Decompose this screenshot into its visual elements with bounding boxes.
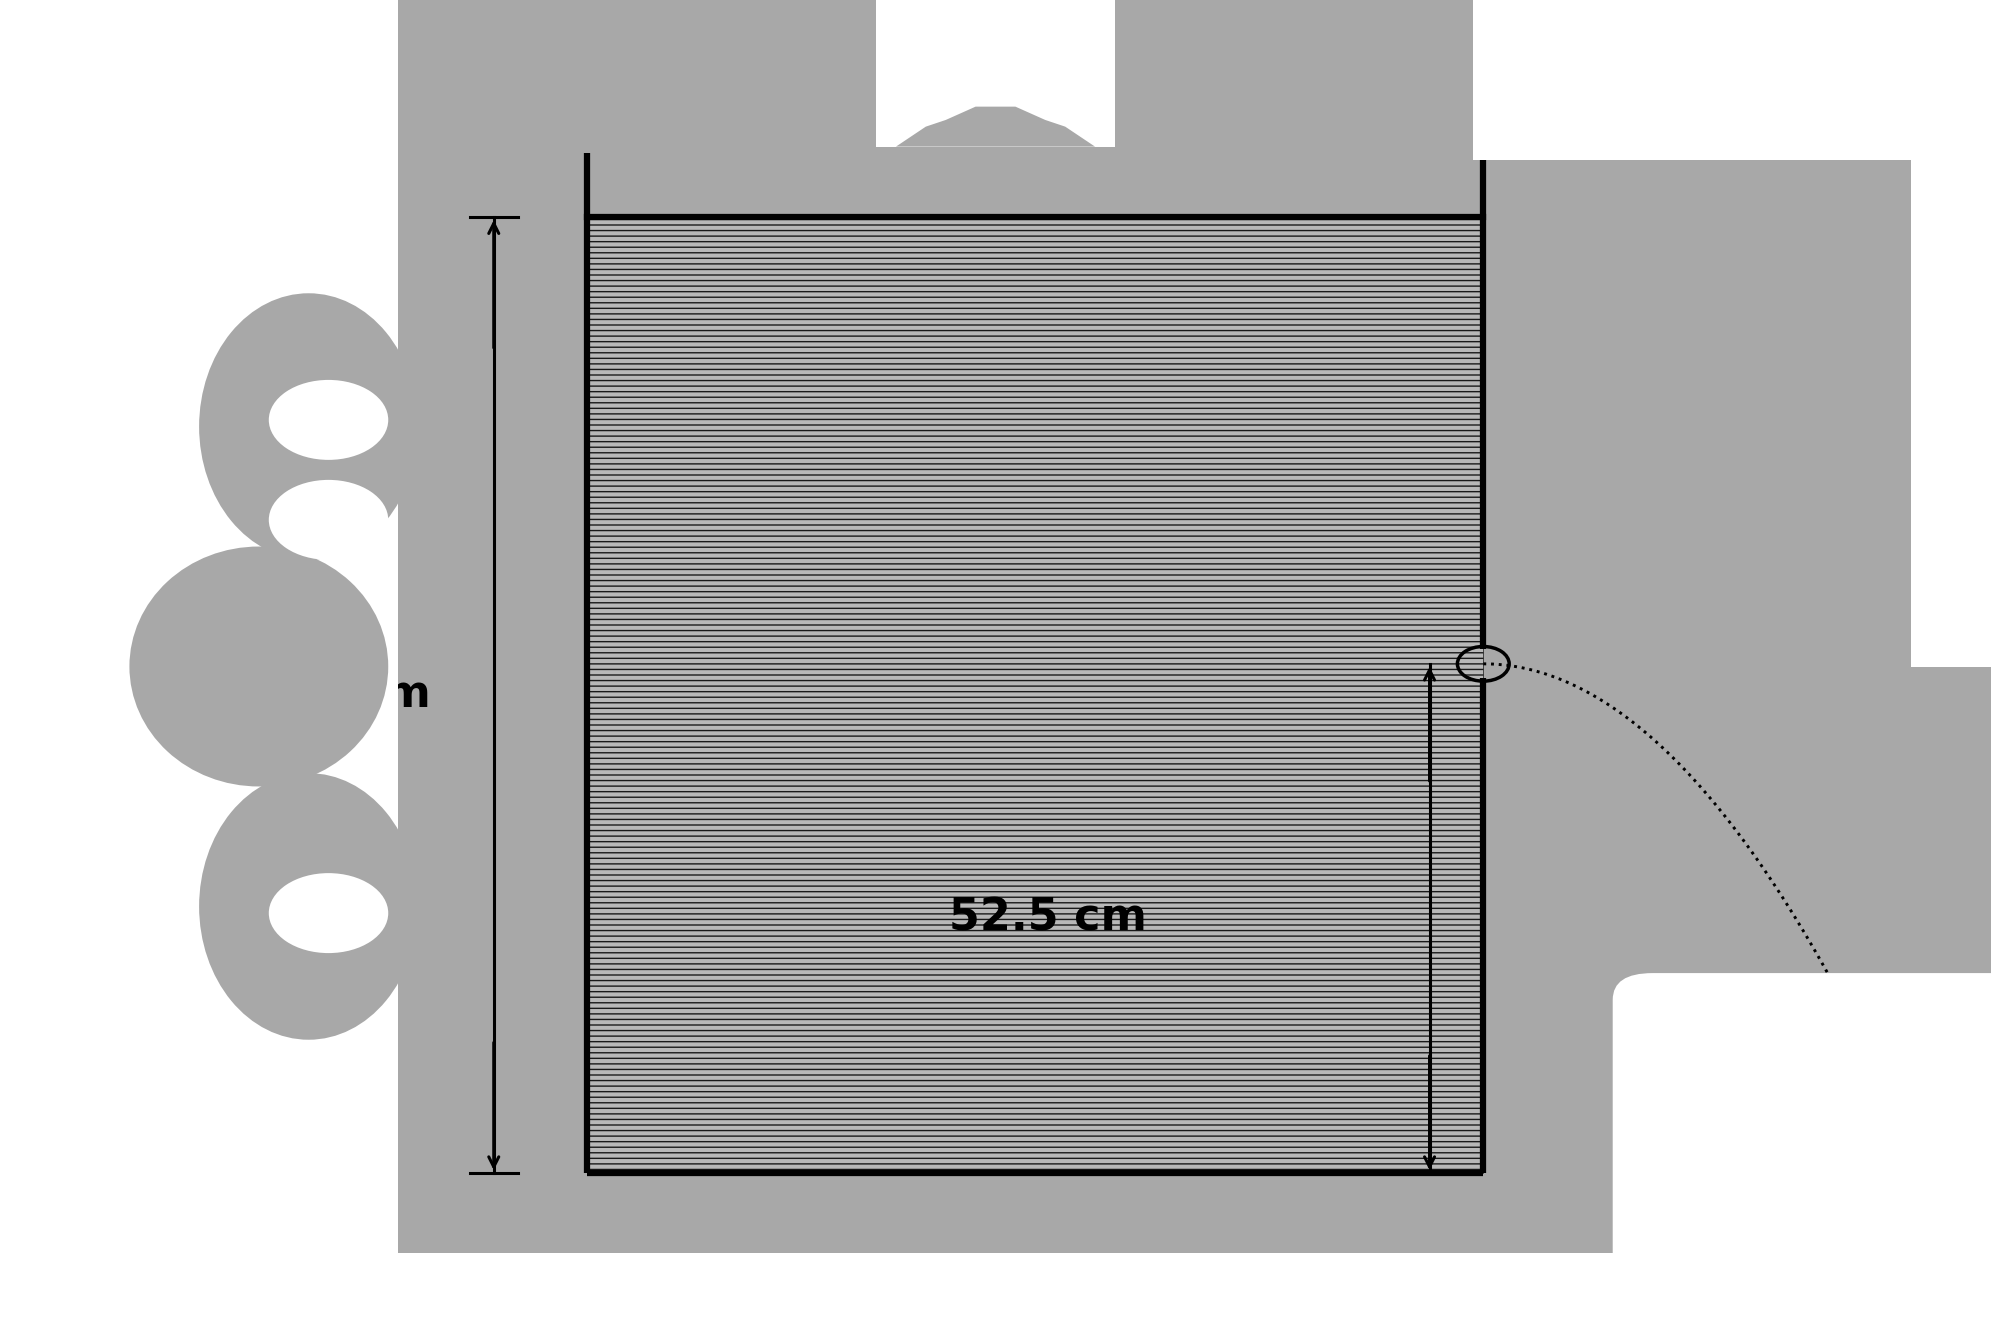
Circle shape (269, 480, 388, 560)
Bar (378, 0, 1991, 1333)
Ellipse shape (199, 293, 418, 560)
Text: 52.5 cm: 52.5 cm (950, 897, 1147, 940)
FancyBboxPatch shape (1613, 973, 1991, 1333)
Bar (1493, 0, 1991, 1333)
Bar (0, 1253, 1692, 1333)
Bar (876, 0, 1115, 147)
Text: 3 m: 3 m (338, 673, 430, 717)
Circle shape (269, 873, 388, 953)
Bar (587, 217, 1483, 1173)
Bar (1911, 0, 1991, 666)
Bar (587, 217, 1483, 1173)
FancyBboxPatch shape (1473, 0, 1991, 160)
FancyBboxPatch shape (0, 0, 398, 1333)
Polygon shape (896, 107, 1095, 147)
Ellipse shape (199, 773, 418, 1040)
Ellipse shape (129, 547, 388, 786)
Circle shape (269, 380, 388, 460)
